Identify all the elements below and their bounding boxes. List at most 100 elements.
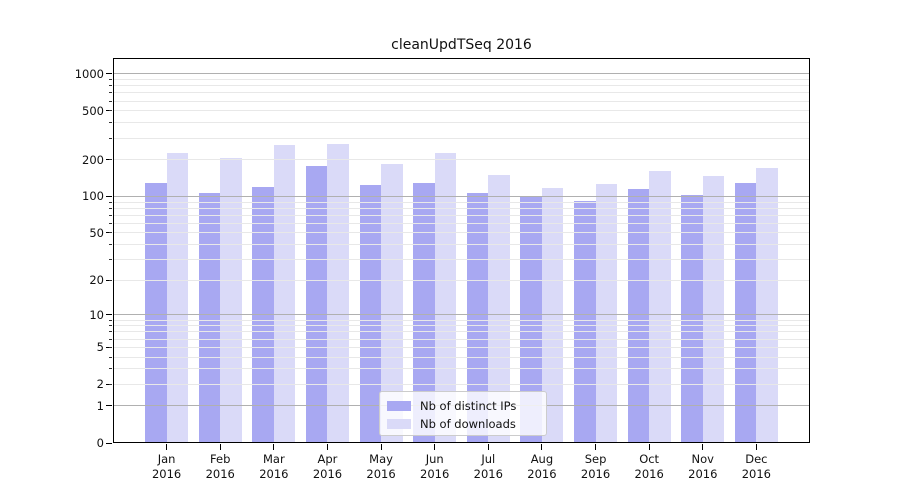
bar-downloads	[756, 167, 778, 443]
x-label-month: Sep	[584, 452, 607, 466]
y-axis-minor-tick	[109, 356, 112, 358]
grid-line-minor	[113, 325, 810, 327]
x-label-year: 2016	[741, 467, 772, 481]
y-axis-tick-label: 50	[89, 225, 104, 240]
x-axis-tick	[166, 444, 168, 450]
y-axis-tick-label: 200	[82, 152, 104, 167]
x-label-month: Feb	[210, 452, 231, 466]
grid-line-major	[113, 195, 810, 197]
x-label-month: Dec	[745, 452, 768, 466]
bar-downloads	[220, 158, 242, 443]
grid-line-minor	[113, 383, 810, 385]
y-axis-minor-tick	[109, 110, 112, 112]
grid-line-minor	[113, 122, 810, 124]
grid-line-minor	[113, 222, 810, 224]
grid-line-minor	[113, 92, 810, 94]
y-axis-minor-tick	[109, 207, 112, 209]
grid-line-minor	[113, 356, 810, 358]
x-axis-tick-label: Apr 2016	[299, 452, 355, 482]
bar-downloads	[434, 152, 457, 443]
grid-line-minor	[113, 232, 810, 234]
x-axis-tick	[648, 444, 650, 450]
legend-item-distinct-ips: Nb of distinct IPs	[387, 397, 546, 415]
x-label-year: 2016	[259, 467, 289, 481]
bar-downloads	[166, 152, 189, 443]
x-axis-tick-label: Oct 2016	[621, 452, 677, 482]
x-label-month: Mar	[262, 452, 285, 466]
x-axis-tick	[702, 444, 704, 450]
y-axis-minor-tick	[109, 222, 112, 224]
legend-label-downloads: Nb of downloads	[420, 417, 516, 431]
y-axis-minor-tick	[109, 244, 112, 246]
y-axis-minor-tick	[109, 319, 112, 321]
y-axis-minor-tick	[109, 100, 112, 102]
bar-distinct-ips	[734, 182, 757, 443]
grid-line-minor	[113, 110, 810, 112]
y-axis-minor-tick	[109, 137, 112, 139]
x-axis-tick	[434, 444, 436, 450]
chart-title: cleanUpdTSeq 2016	[391, 37, 532, 53]
x-label-year: 2016	[580, 467, 611, 481]
y-axis-minor-tick	[109, 259, 112, 261]
y-axis-minor-tick	[109, 383, 112, 385]
y-axis-tick-label: 500	[82, 103, 104, 118]
x-axis-tick	[219, 444, 221, 450]
x-axis-tick-label: Dec 2016	[728, 452, 784, 482]
x-axis-tick	[380, 444, 382, 450]
x-axis-tick	[755, 444, 757, 450]
y-axis-tick-label: 20	[89, 273, 104, 288]
legend-swatch-distinct-ips	[387, 401, 411, 411]
grid-line-minor	[113, 85, 810, 87]
x-label-year: 2016	[527, 467, 557, 481]
bars-layer	[113, 58, 810, 443]
x-label-month: Jul	[481, 452, 496, 466]
y-axis-tick	[106, 314, 112, 316]
y-axis-tick-label: 1	[96, 398, 104, 413]
bar-distinct-ips	[145, 182, 167, 443]
bar-distinct-ips	[305, 165, 328, 443]
x-label-year: 2016	[205, 467, 235, 481]
y-axis-minor-tick	[109, 232, 112, 234]
bar-distinct-ips	[198, 193, 221, 443]
grid-line-minor	[113, 244, 810, 246]
y-axis-tick	[106, 73, 112, 75]
bar-downloads	[595, 184, 618, 443]
grid-line-minor	[113, 137, 810, 139]
x-label-month: Jun	[425, 452, 444, 466]
grid-line-minor	[113, 159, 810, 161]
grid-line-minor	[113, 100, 810, 102]
y-axis-tick	[106, 405, 112, 407]
bar-distinct-ips	[413, 182, 435, 443]
grid-line-minor	[113, 201, 810, 203]
legend-item-downloads: Nb of downloads	[387, 415, 546, 433]
grid-line-minor	[113, 259, 810, 261]
y-axis-minor-tick	[109, 159, 112, 161]
y-axis-minor-tick	[109, 331, 112, 333]
x-label-month: Apr	[317, 452, 338, 466]
y-axis-tick-label: 5	[96, 340, 104, 355]
bar-distinct-ips	[466, 192, 489, 443]
grid-line-minor	[113, 279, 810, 281]
x-axis-tick	[273, 444, 275, 450]
y-axis-tick-label: 2	[96, 377, 104, 392]
y-axis-minor-tick	[109, 214, 112, 216]
x-axis-tick-label: Aug 2016	[514, 452, 570, 482]
x-axis-tick-label: Mar 2016	[246, 452, 302, 482]
bar-downloads	[488, 174, 510, 443]
x-axis-tick	[541, 444, 543, 450]
bar-distinct-ips	[359, 185, 382, 443]
grid-line-minor	[113, 346, 810, 348]
y-axis-tick-label: 100	[82, 189, 104, 204]
y-axis-tick	[106, 195, 112, 197]
x-axis-tick	[595, 444, 597, 450]
x-label-month: May	[369, 452, 393, 466]
bar-downloads	[649, 171, 671, 443]
y-axis-tick-label: 0	[96, 436, 104, 450]
y-axis-minor-tick	[109, 79, 112, 81]
y-axis-minor-tick	[109, 368, 112, 370]
x-axis-tick-label: Feb 2016	[192, 452, 248, 482]
bar-downloads	[702, 176, 725, 443]
bar-downloads	[327, 143, 349, 443]
y-axis-tick-label: 10	[89, 307, 104, 322]
